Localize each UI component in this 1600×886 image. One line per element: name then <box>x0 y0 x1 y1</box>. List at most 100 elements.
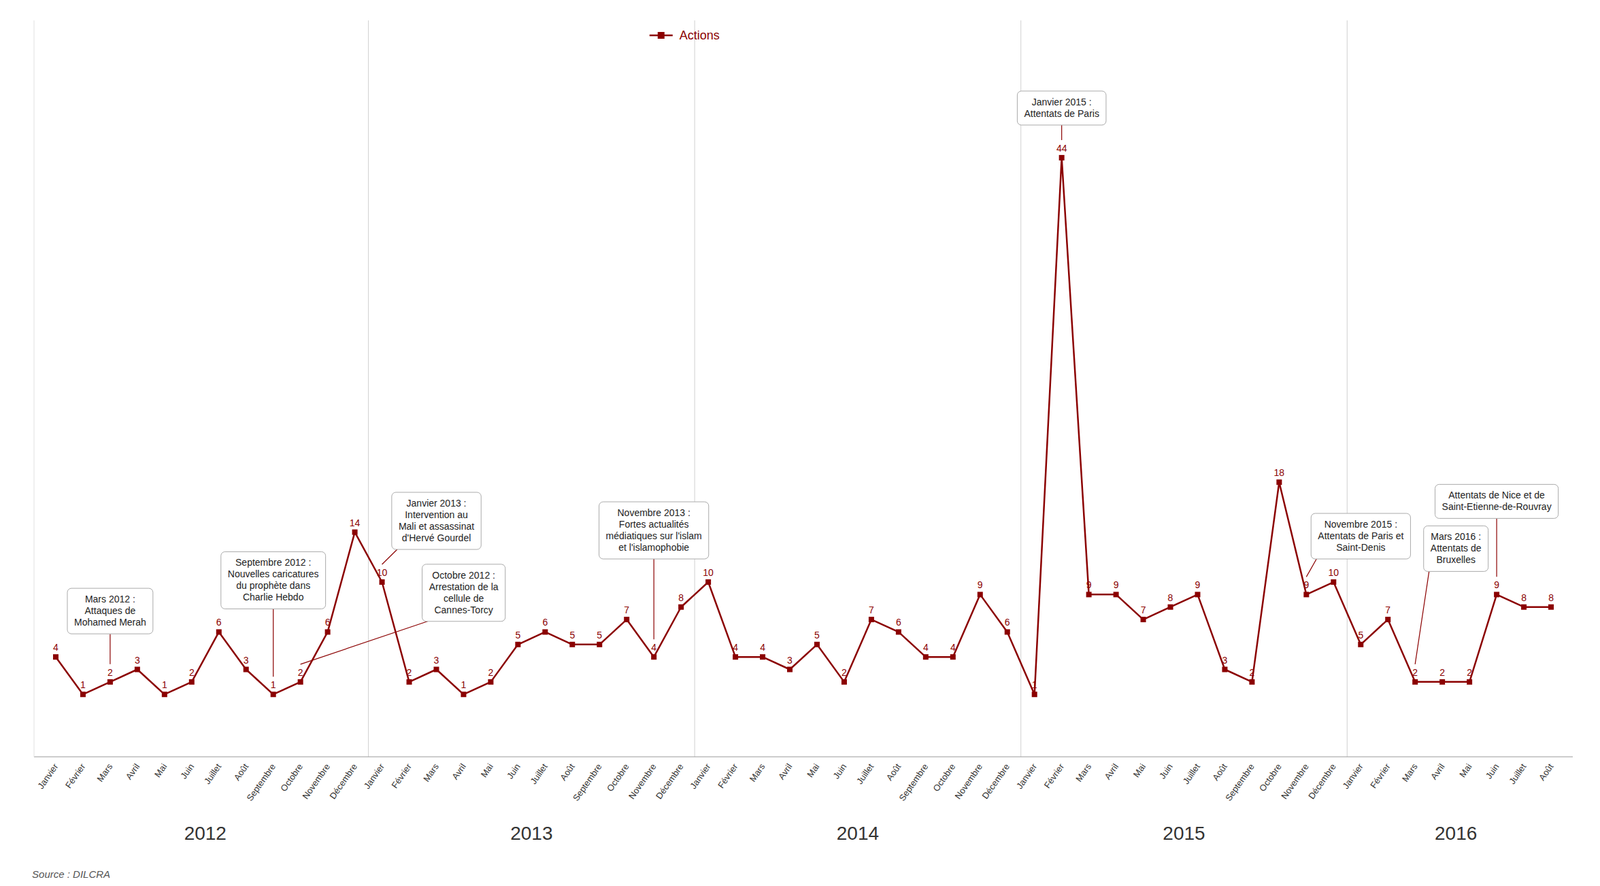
annotation-text: Mars 2016 :Attentats deBruxelles <box>1430 531 1482 566</box>
x-tick-label: Mars <box>95 761 115 785</box>
x-tick-label: Juin <box>504 761 523 781</box>
annotation: Attentats de Nice et deSaint-Etienne-de-… <box>1435 484 1559 577</box>
data-marker <box>705 579 711 586</box>
x-tick-label: Juin <box>830 761 849 781</box>
x-tick-label: Janvier <box>1340 761 1366 792</box>
annotation-line: Arrestation de la <box>429 581 499 593</box>
data-marker <box>325 629 331 635</box>
x-tick-label: Mai <box>804 761 822 780</box>
annotation-line: Cannes-Torcy <box>434 604 493 616</box>
annotation-line: cellule de <box>443 593 484 605</box>
data-marker <box>1385 617 1391 623</box>
x-tick-label: Janvier <box>361 761 388 792</box>
data-line <box>55 157 1552 695</box>
annotation-box <box>599 502 709 560</box>
data-marker <box>732 654 739 660</box>
data-label: 10 <box>702 567 714 579</box>
data-label: 8 <box>1521 592 1527 604</box>
x-tick-label: Juillet <box>854 761 877 787</box>
annotation-connector <box>109 634 111 665</box>
data-marker <box>1493 591 1500 598</box>
data-label: 2 <box>1249 667 1256 679</box>
annotation-line: Attentats de Paris <box>1023 108 1100 120</box>
x-tick-label: Janvier <box>35 761 61 792</box>
data-label: 2 <box>1439 667 1445 679</box>
data-label: 9 <box>977 579 983 591</box>
annotation-line: du prophète dans <box>236 580 311 592</box>
x-tick-label: Décembre <box>327 761 360 802</box>
x-tick-label: Février <box>1368 761 1393 791</box>
x-tick-label: Août <box>231 761 252 783</box>
annotation-line: Bruxelles <box>1436 554 1476 566</box>
data-marker <box>923 654 929 660</box>
x-tick-label: Janvier <box>687 761 713 792</box>
x-tick-label: Mai <box>152 761 169 780</box>
annotation: Septembre 2012 :Nouvelles caricaturesdu … <box>221 551 326 677</box>
data-label: 1 <box>161 679 168 691</box>
data-label: 6 <box>1004 617 1011 628</box>
data-label: 5 <box>814 629 820 641</box>
data-marker <box>1140 617 1147 623</box>
data-marker <box>1548 604 1554 611</box>
data-marker <box>161 691 168 698</box>
data-marker <box>1086 591 1092 598</box>
annotation-line: Attentats de Paris et <box>1317 530 1404 542</box>
data-marker <box>1168 604 1174 611</box>
annotation: Octobre 2012 :Arrestation de lacellule d… <box>300 564 506 665</box>
data-label: 10 <box>1328 567 1340 579</box>
annotation: Mars 2016 :Attentats deBruxelles <box>1414 525 1488 664</box>
annotation-line: Septembre 2012 : <box>235 557 311 569</box>
data-label: 3 <box>1222 655 1228 666</box>
x-tick-label: Août <box>1210 761 1230 783</box>
data-label: 7 <box>1140 604 1147 616</box>
data-label: 14 <box>349 517 361 529</box>
annotation-connector <box>382 549 398 565</box>
data-marker <box>868 617 875 623</box>
annotation-connector <box>1306 559 1317 577</box>
x-tick-label: Août <box>884 761 904 783</box>
data-marker <box>787 667 793 673</box>
x-tick-label: Décembre <box>980 761 1013 802</box>
data-marker <box>270 691 277 698</box>
x-tick-label: Juillet <box>1506 761 1529 787</box>
data-label: 9 <box>1303 579 1309 591</box>
data-label: 2 <box>107 667 113 679</box>
annotation-box <box>422 564 506 622</box>
data-marker <box>542 629 548 635</box>
data-label: 2 <box>1412 667 1418 679</box>
data-marker <box>1412 679 1418 686</box>
annotation: Mars 2012 :Attaques deMohamed Merah <box>67 588 154 665</box>
data-label: 8 <box>1548 592 1554 604</box>
annotation-line: Saint-Denis <box>1336 542 1386 554</box>
annotation-line: Saint-Etienne-de-Rouvray <box>1442 501 1552 513</box>
year-label: 2012 <box>184 823 227 845</box>
data-marker <box>514 642 521 648</box>
x-tick-label: Septembre <box>244 761 278 804</box>
data-marker <box>53 654 59 660</box>
x-tick-label: Avril <box>123 761 143 782</box>
annotation-line: et l'islamophobie <box>618 542 690 554</box>
annotation-line: Attentats de <box>1430 542 1482 554</box>
x-tick-label: Février <box>715 761 741 791</box>
data-label: 9 <box>1113 579 1120 591</box>
background <box>0 0 1600 886</box>
data-label: 9 <box>1086 579 1092 591</box>
year-separator <box>694 20 696 758</box>
annotation-line: Novembre 2013 : <box>617 507 690 519</box>
data-label: 3 <box>787 655 793 666</box>
data-marker <box>406 679 413 686</box>
annotation-line: Fortes actualités <box>619 519 690 530</box>
annotation-line: médiatiques sur l'islam <box>606 530 703 542</box>
data-marker <box>977 591 983 598</box>
y-axis-line <box>34 20 35 758</box>
data-marker <box>1113 591 1120 598</box>
annotation-text: Attentats de Nice et deSaint-Etienne-de-… <box>1442 489 1552 513</box>
x-tick-label: Juillet <box>202 761 224 787</box>
annotation-text: Mars 2012 :Attaques deMohamed Merah <box>74 593 147 628</box>
plot-area <box>53 155 1554 698</box>
data-label: 10 <box>376 567 388 579</box>
annotation-text: Novembre 2013 :Fortes actualitésmédiatiq… <box>606 507 703 554</box>
data-label: 1 <box>80 679 86 691</box>
data-marker <box>814 642 820 648</box>
x-tick-label: Mars <box>747 761 768 785</box>
